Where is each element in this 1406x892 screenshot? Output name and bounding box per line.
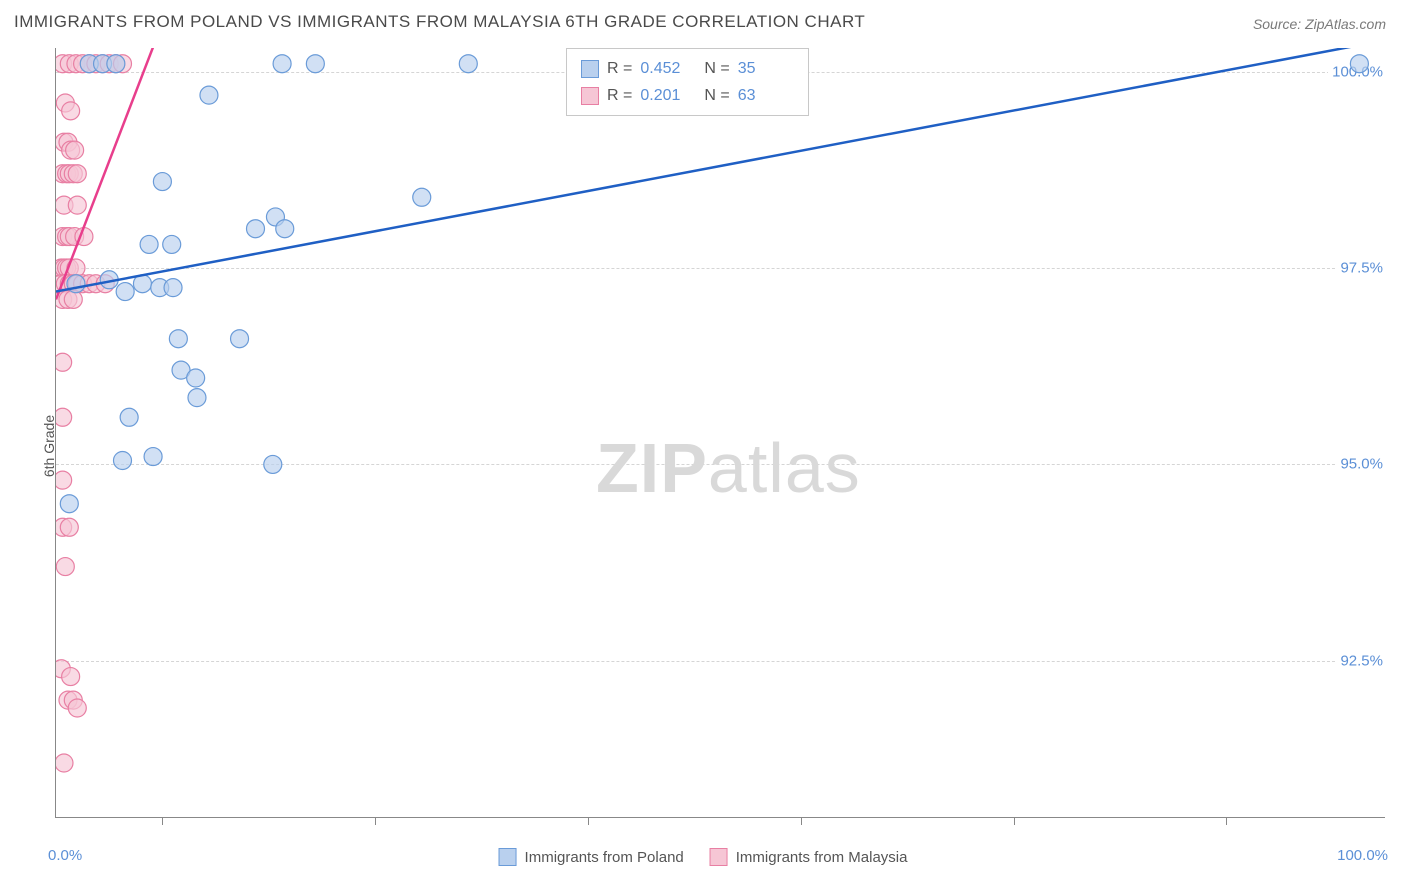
n-value-poland: 35	[738, 55, 794, 82]
legend-swatch-poland	[499, 848, 517, 866]
x-tick-mark	[1226, 817, 1227, 825]
data-point	[163, 235, 181, 253]
stats-swatch-poland	[581, 60, 599, 78]
n-label: N =	[704, 55, 729, 82]
x-tick-mark	[1014, 817, 1015, 825]
data-point	[200, 86, 218, 104]
data-point	[276, 220, 294, 238]
x-axis-max-label: 100.0%	[1337, 847, 1388, 864]
data-point	[60, 518, 78, 536]
data-point	[187, 369, 205, 387]
n-value-malaysia: 63	[738, 82, 794, 109]
chart-title: IMMIGRANTS FROM POLAND VS IMMIGRANTS FRO…	[14, 12, 865, 32]
stats-swatch-malaysia	[581, 87, 599, 105]
data-point	[56, 353, 72, 371]
correlation-stats-box: R = 0.452 N = 35 R = 0.201 N = 63	[566, 48, 809, 116]
r-value-poland: 0.452	[640, 55, 696, 82]
stats-row-malaysia: R = 0.201 N = 63	[581, 82, 794, 109]
source-credit: Source: ZipAtlas.com	[1253, 16, 1386, 32]
data-point	[62, 668, 80, 686]
r-label: R =	[607, 82, 632, 109]
data-point	[60, 495, 78, 513]
data-point	[231, 330, 249, 348]
data-point	[56, 408, 72, 426]
x-axis-min-label: 0.0%	[48, 847, 82, 864]
legend-label-malaysia: Immigrants from Malaysia	[736, 849, 908, 866]
data-point	[306, 55, 324, 73]
legend-label-poland: Immigrants from Poland	[525, 849, 684, 866]
data-point	[116, 283, 134, 301]
data-point	[153, 173, 171, 191]
data-point	[66, 141, 84, 159]
data-point	[459, 55, 477, 73]
data-point	[62, 102, 80, 120]
data-point	[56, 558, 74, 576]
plot-area: ZIPatlas R = 0.452 N = 35 R = 0.201 N = …	[55, 48, 1385, 818]
data-point	[264, 455, 282, 473]
source-name: ZipAtlas.com	[1305, 16, 1386, 32]
r-value-malaysia: 0.201	[640, 82, 696, 109]
legend-item-malaysia: Immigrants from Malaysia	[710, 848, 908, 866]
data-point	[140, 235, 158, 253]
data-point	[164, 279, 182, 297]
data-point	[144, 448, 162, 466]
data-point	[64, 290, 82, 308]
data-point	[247, 220, 265, 238]
bottom-legend: Immigrants from Poland Immigrants from M…	[499, 848, 908, 866]
data-point	[114, 452, 132, 470]
data-point	[169, 330, 187, 348]
x-tick-mark	[801, 817, 802, 825]
data-point	[68, 196, 86, 214]
source-label: Source:	[1253, 16, 1301, 32]
n-label: N =	[704, 82, 729, 109]
r-label: R =	[607, 55, 632, 82]
legend-item-poland: Immigrants from Poland	[499, 848, 684, 866]
data-point	[68, 165, 86, 183]
scatter-svg	[56, 48, 1385, 817]
x-tick-mark	[588, 817, 589, 825]
data-point	[413, 188, 431, 206]
data-point	[56, 471, 72, 489]
x-tick-mark	[162, 817, 163, 825]
data-point	[188, 389, 206, 407]
data-point	[1350, 55, 1368, 73]
data-point	[68, 699, 86, 717]
x-tick-mark	[375, 817, 376, 825]
legend-swatch-malaysia	[710, 848, 728, 866]
data-point	[107, 55, 125, 73]
data-point	[273, 55, 291, 73]
data-point	[120, 408, 138, 426]
data-point	[56, 754, 73, 772]
stats-row-poland: R = 0.452 N = 35	[581, 55, 794, 82]
